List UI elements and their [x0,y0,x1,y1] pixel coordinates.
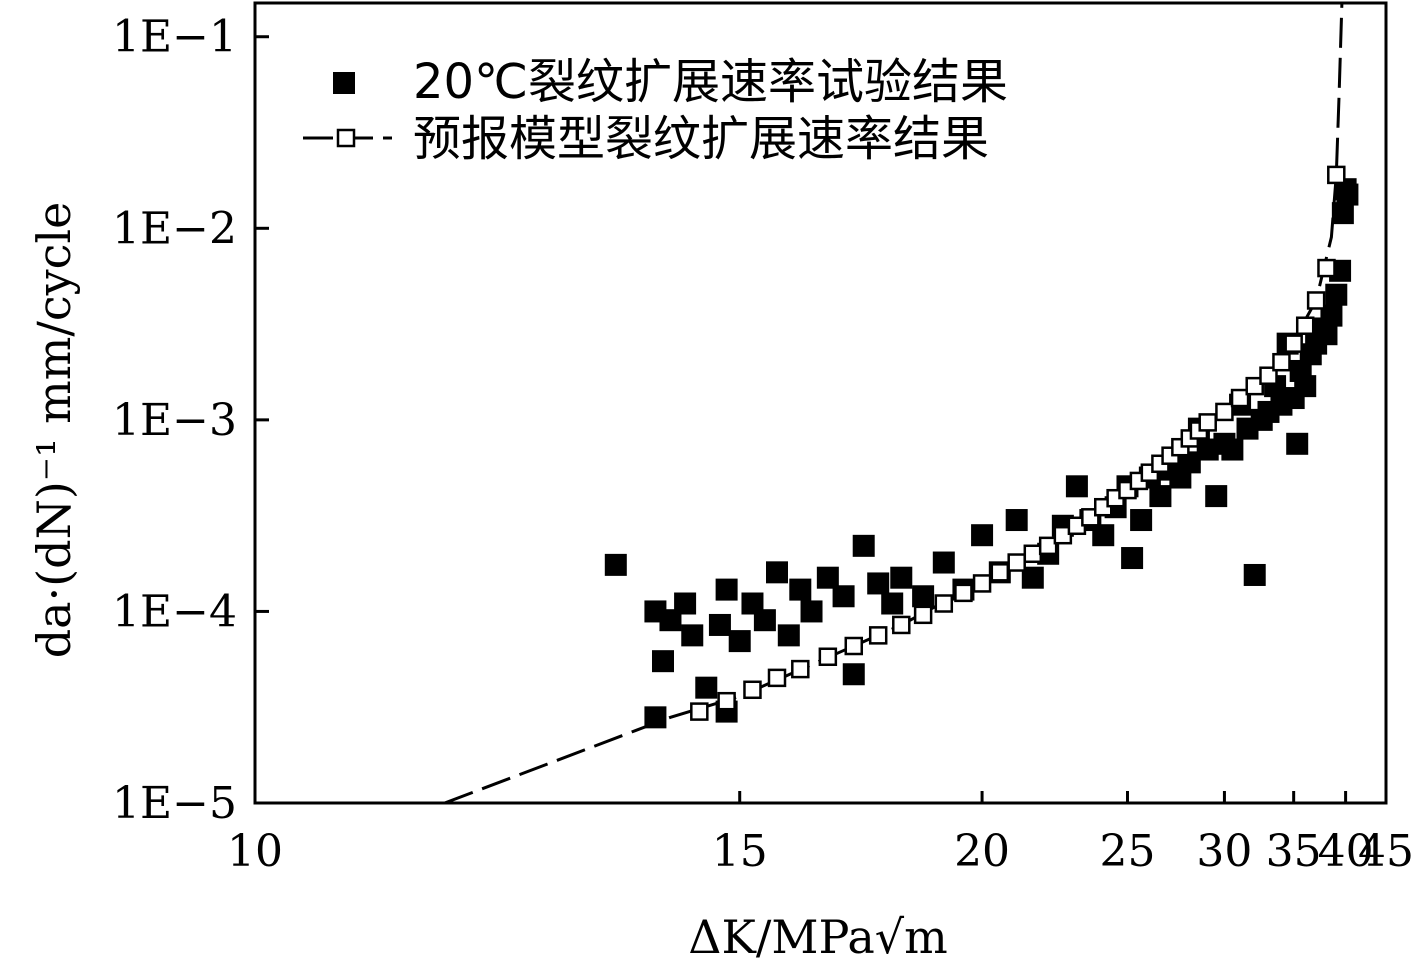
prediction-point [892,615,911,635]
experimental-point [932,551,955,574]
prediction-point [743,680,762,700]
experimental-point [604,553,627,576]
prediction-point [1038,536,1058,556]
prediction-point [1198,413,1217,432]
x-tick-label: 45 [1358,826,1414,877]
experimental-point [1325,283,1348,306]
experimental-point [766,561,788,584]
experimental-point [695,676,718,699]
legend-label-experimental: 20℃裂纹扩展速率试验结果 [413,54,1008,110]
experimental-point [1221,438,1244,461]
x-tick-label: 10 [227,826,283,877]
prediction-point [1317,258,1336,278]
experimental-point [1021,566,1044,589]
prediction-point [818,647,838,667]
experimental-point [1092,524,1115,547]
prediction-point [844,636,864,656]
experimental-point [789,578,812,601]
experimental-point [1005,509,1028,532]
experimental-point [1196,438,1219,461]
experimental-point [1065,475,1088,498]
prediction-point [1284,334,1303,353]
experimental-point [1178,451,1201,474]
experimental-point [800,600,823,623]
prediction-point [1053,525,1073,545]
prediction-point [1023,544,1043,564]
plot-layer [444,2,1359,805]
x-tick-label: 15 [712,826,768,877]
x-tick-label: 40 [1318,826,1374,877]
x-tick-label: 35 [1266,826,1322,877]
y-tick-label: 1E−5 [112,778,237,829]
y-tick-label: 1E−4 [112,586,237,637]
prediction-point [690,702,709,721]
prediction-point [1007,553,1026,572]
experimental-point [651,650,674,673]
experimental-point [674,592,697,615]
prediction-point [1230,388,1250,408]
y-tick-label: 1E−2 [112,203,237,254]
experimental-point [1294,375,1317,398]
legend-marker-experimental [333,72,355,94]
experimental-point [1130,509,1153,532]
experimental-point [842,663,865,686]
prediction-point [717,691,736,711]
experimental-point [708,613,731,636]
experimental-point [832,585,855,608]
prediction-point [1259,366,1278,385]
experimental-point [1243,563,1266,586]
experimental-point [890,566,913,589]
experimental-point [867,572,890,595]
prediction-point [1306,291,1326,310]
experimental-point [971,524,994,547]
experimental-point [644,706,667,729]
experimental-point [741,592,764,615]
prediction-point [990,563,1010,582]
experimental-point [715,578,738,601]
prediction-point [1245,376,1264,396]
experimental-point [1286,432,1309,455]
prediction-point [1272,352,1291,372]
prediction-point [1215,402,1234,422]
experimental-point [852,534,875,557]
experimental-point [659,609,682,632]
y-axis-ticks: 1E−1 1E−2 1E−3 1E−4 1E−5 [112,12,269,829]
x-tick-label: 20 [954,826,1010,877]
prediction-point [1295,316,1315,335]
y-axis-label: da·(dN)⁻¹ mm/cycle [27,202,81,659]
prediction-point [954,583,973,603]
experimental-point [1149,485,1172,508]
experimental-point [881,592,904,615]
x-axis-label: ΔK/MPa√m [688,910,947,964]
x-tick-label: 30 [1196,826,1252,877]
y-tick-label: 1E−3 [112,395,237,446]
plot-frame [253,1,1388,805]
prediction-point [767,668,787,688]
y-tick-label: 1E−1 [112,12,237,63]
prediction-point [791,659,810,679]
prediction-point [1327,165,1346,185]
experimental-point [728,630,751,653]
experimental-point [1336,183,1359,206]
experimental-point [1331,202,1354,225]
prediction-point [934,594,954,613]
experimental-point [1205,485,1228,508]
experimental-point [816,566,839,589]
x-tick-label: 25 [1099,826,1155,877]
experimental-point [777,624,800,647]
experimental-point [681,624,704,647]
legend-label-prediction: 预报模型裂纹扩展速率结果 [413,111,989,167]
prediction-point [868,626,888,645]
experimental-point [1320,304,1343,327]
prediction-point [972,574,992,593]
experimental-point [912,585,935,608]
experimental-point [753,609,776,632]
legend-marker-prediction [336,128,356,148]
experimental-point [1121,547,1144,570]
prediction-point [913,605,933,625]
experimental-point [1315,323,1338,346]
